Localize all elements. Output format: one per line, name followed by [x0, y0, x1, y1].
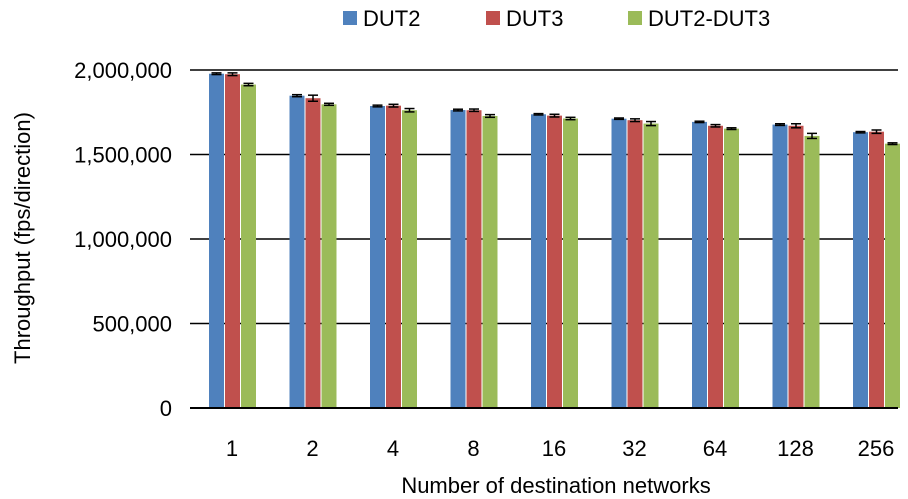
x-tick-label: 16 [542, 436, 566, 461]
bar [692, 121, 707, 409]
bar [853, 132, 868, 408]
legend-label: DUT3 [506, 6, 563, 31]
bar [869, 131, 884, 408]
bar [289, 95, 305, 409]
bar [402, 110, 417, 409]
y-tick-label: 500,000 [92, 312, 172, 337]
legend-swatch [486, 11, 500, 25]
bar [370, 105, 385, 408]
legend-label: DUT2 [363, 6, 420, 31]
bar [563, 118, 578, 409]
legend-label: DUT2-DUT3 [648, 6, 770, 31]
bar [804, 135, 820, 408]
y-tick-label: 1,000,000 [74, 227, 172, 252]
x-tick-label: 4 [387, 436, 399, 461]
error-bars [211, 72, 898, 146]
bar [643, 123, 659, 408]
bar [547, 115, 562, 408]
bar [386, 105, 401, 408]
x-axis-title: Number of destination networks [401, 473, 710, 498]
x-tick-label: 256 [858, 436, 895, 461]
bar [788, 125, 804, 409]
legend: DUT2 DUT3 DUT2-DUT3 [343, 6, 770, 31]
legend-swatch [343, 11, 357, 25]
bar [611, 118, 627, 408]
x-tick-label: 64 [703, 436, 727, 461]
bar [225, 74, 240, 408]
bar [450, 110, 466, 408]
bars [209, 73, 900, 409]
x-tick-label: 128 [777, 436, 814, 461]
bar [627, 120, 643, 409]
bar [209, 73, 224, 408]
bar [708, 125, 723, 409]
y-tick-label: 2,000,000 [74, 58, 172, 83]
y-tick-label: 1,500,000 [74, 143, 172, 168]
bar [241, 84, 256, 408]
legend-swatch [628, 11, 642, 25]
bar [531, 114, 546, 408]
bar [466, 110, 482, 409]
bar [772, 124, 788, 408]
y-tick-label: 0 [160, 396, 172, 421]
axes: 0 500,000 1,000,000 1,500,000 2,000,000 1 2 4 8 1… [74, 58, 898, 461]
bar [482, 115, 498, 408]
bar [305, 98, 321, 409]
x-tick-label: 8 [467, 436, 479, 461]
bar [885, 143, 900, 408]
x-tick-label: 1 [226, 436, 238, 461]
x-tick-label: 32 [622, 436, 646, 461]
y-axis-title: Throughput (fps/direction) [10, 112, 35, 364]
x-tick-label: 2 [306, 436, 318, 461]
bar [724, 128, 739, 408]
bar [321, 104, 337, 408]
